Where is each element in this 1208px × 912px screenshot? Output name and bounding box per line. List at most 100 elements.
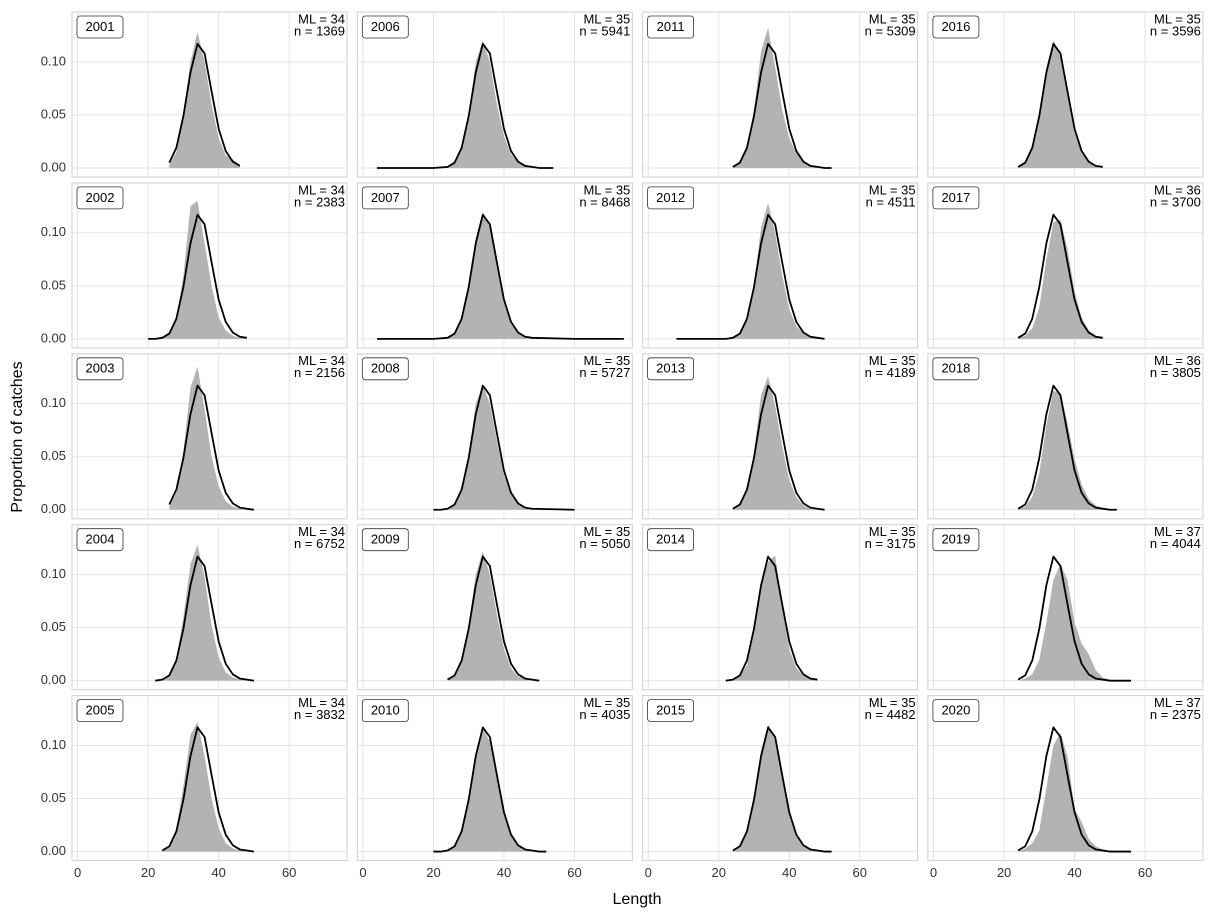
panel-label: 2007 — [371, 190, 400, 205]
x-tick-label: 20 — [426, 865, 440, 880]
panel-label-box — [361, 357, 409, 381]
y-tick-label: 0.00 — [41, 501, 66, 516]
observed-area — [1018, 732, 1131, 852]
observed-area — [447, 551, 540, 681]
fitted-line — [433, 726, 547, 853]
observed-area — [732, 724, 832, 852]
ml-annotation: ML = 35 — [869, 353, 916, 368]
n-annotation: n = 2375 — [1150, 707, 1201, 722]
ml-annotation: ML = 37 — [1154, 524, 1201, 539]
fitted-line — [676, 213, 825, 340]
panel-label-box — [647, 528, 694, 552]
n-annotation: n = 4482 — [865, 707, 916, 722]
fitted-line — [168, 384, 255, 511]
observed-area — [377, 40, 554, 168]
fitted-line — [725, 555, 818, 682]
y-tick-label: 0.00 — [41, 159, 66, 174]
panel-label-box — [647, 186, 694, 210]
x-tick-label: 20 — [712, 865, 726, 880]
ml-annotation: ML = 35 — [869, 11, 916, 26]
n-annotation: n = 5941 — [579, 23, 630, 38]
observed-area — [732, 27, 832, 168]
panel-label: 2019 — [941, 532, 970, 547]
n-annotation: n = 4511 — [866, 194, 916, 209]
panel-label-box — [76, 357, 124, 381]
fitted-line — [377, 42, 554, 169]
panel-label-box — [932, 357, 980, 381]
observed-area — [377, 211, 624, 339]
panel-label: 2018 — [941, 361, 970, 376]
panel-label: 2013 — [656, 361, 685, 376]
panel-label-box — [647, 699, 694, 722]
y-tick-label: 0.05 — [41, 106, 66, 121]
x-tick-label: 0 — [930, 865, 937, 880]
y-tick-label: 0.05 — [41, 790, 66, 805]
fitted-line — [161, 726, 255, 853]
panel-label: 2001 — [86, 19, 115, 34]
fitted-line — [447, 555, 540, 682]
panel-label: 2004 — [86, 532, 115, 547]
ml-annotation: ML = 35 — [583, 353, 630, 368]
n-annotation: n = 4035 — [579, 707, 630, 722]
n-annotation: n = 5727 — [579, 365, 630, 380]
ml-annotation: ML = 35 — [869, 182, 916, 197]
panel-label-box — [76, 15, 124, 39]
observed-area — [169, 32, 240, 168]
ml-annotation: ML = 36 — [1154, 353, 1201, 368]
fitted-line — [377, 213, 624, 340]
n-annotation: n = 2383 — [294, 194, 345, 209]
ml-annotation: ML = 36 — [1154, 182, 1201, 197]
observed-area — [1018, 390, 1117, 510]
n-annotation: n = 4189 — [865, 365, 916, 380]
n-annotation: n = 5050 — [579, 536, 630, 551]
fitted-line — [433, 384, 575, 511]
panel-label-box — [647, 357, 694, 381]
panel-label: 2003 — [86, 361, 115, 376]
fitted-line — [1017, 555, 1131, 682]
observed-area — [1018, 40, 1103, 168]
fitted-line — [1017, 726, 1131, 853]
panel-label-box — [76, 699, 124, 722]
panel-label-box — [932, 186, 980, 210]
x-tick-label: 40 — [497, 865, 511, 880]
observed-area — [162, 722, 254, 852]
y-tick-label: 0.05 — [41, 448, 66, 463]
x-tick-label: 20 — [141, 865, 155, 880]
y-tick-label: 0.10 — [41, 566, 66, 581]
y-tick-label: 0.10 — [41, 737, 66, 752]
x-tick-label: 0 — [359, 865, 366, 880]
ml-annotation: ML = 34 — [298, 524, 345, 539]
panel-label: 2016 — [941, 19, 970, 34]
x-tick-label: 40 — [211, 865, 225, 880]
observed-area — [148, 200, 247, 339]
observed-area — [433, 728, 547, 852]
n-annotation: n = 8468 — [579, 194, 630, 209]
x-tick-label: 60 — [853, 865, 867, 880]
fitted-line — [155, 555, 255, 682]
n-annotation: n = 6752 — [294, 536, 345, 551]
fitted-line — [732, 726, 832, 853]
y-tick-label: 0.10 — [41, 53, 66, 68]
n-annotation: n = 5309 — [865, 23, 916, 38]
observed-area — [433, 384, 575, 510]
x-tick-label: 60 — [1138, 865, 1152, 880]
ml-annotation: ML = 35 — [583, 524, 630, 539]
x-tick-label: 20 — [997, 865, 1011, 880]
panel-label: 2006 — [371, 19, 400, 34]
panel-label-box — [932, 15, 980, 39]
ml-annotation: ML = 35 — [869, 524, 916, 539]
y-tick-label: 0.05 — [41, 277, 66, 292]
x-tick-label: 60 — [567, 865, 581, 880]
n-annotation: n = 2156 — [294, 365, 345, 380]
panel-label: 2011 — [657, 19, 685, 34]
x-tick-label: 40 — [782, 865, 796, 880]
panel-label-box — [361, 15, 409, 39]
panel-label-box — [647, 15, 694, 39]
x-tick-label: 0 — [645, 865, 652, 880]
panel-label: 2015 — [656, 703, 685, 718]
n-annotation: n = 4044 — [1150, 536, 1201, 551]
observed-area — [169, 366, 254, 510]
ml-annotation: ML = 35 — [1154, 11, 1201, 26]
n-annotation: n = 3700 — [1150, 194, 1201, 209]
